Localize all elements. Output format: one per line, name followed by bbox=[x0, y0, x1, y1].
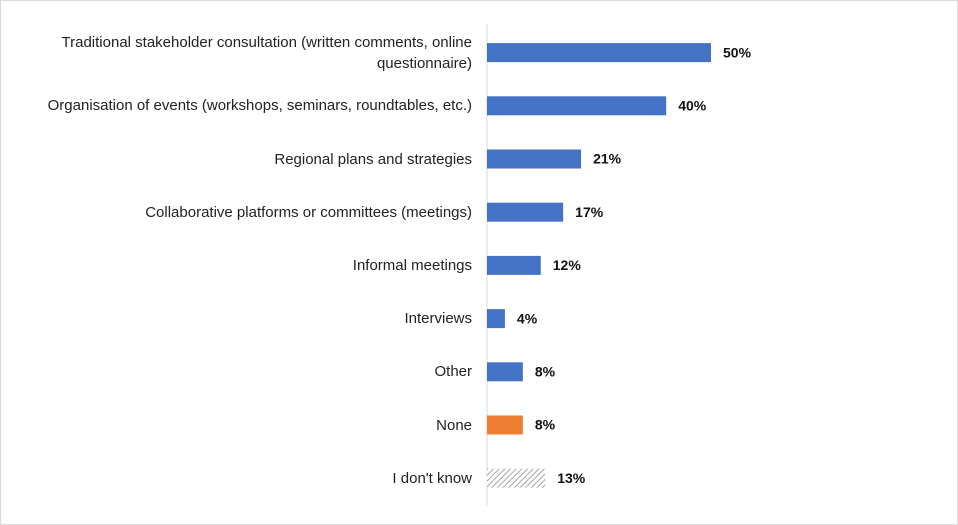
category-label: Other bbox=[434, 363, 472, 381]
bar bbox=[487, 415, 523, 435]
value-label: 17% bbox=[575, 204, 604, 220]
bar bbox=[487, 96, 667, 116]
category-label: Collaborative platforms or committees (m… bbox=[145, 203, 472, 221]
value-label: 50% bbox=[723, 44, 752, 60]
value-label: 40% bbox=[678, 98, 707, 114]
category-label: Traditional stakeholder consultation (wr… bbox=[61, 33, 472, 72]
value-label: 21% bbox=[593, 151, 622, 167]
value-label: 8% bbox=[535, 364, 556, 380]
value-label: 12% bbox=[553, 257, 582, 273]
category-label: Regional plans and strategies bbox=[274, 150, 472, 168]
bar bbox=[487, 255, 541, 275]
bar bbox=[487, 43, 711, 63]
value-label: 8% bbox=[535, 417, 556, 433]
bar bbox=[487, 468, 546, 488]
bar bbox=[487, 309, 505, 329]
category-label: Organisation of events (workshops, semin… bbox=[47, 97, 472, 115]
bar bbox=[487, 202, 564, 222]
value-label: 13% bbox=[557, 470, 586, 486]
category-label: I don't know bbox=[392, 469, 472, 487]
category-label: Informal meetings bbox=[352, 256, 472, 274]
bar bbox=[487, 362, 523, 382]
category-label: None bbox=[436, 416, 472, 434]
value-label: 4% bbox=[517, 310, 538, 326]
bar bbox=[487, 149, 582, 169]
category-label: Interviews bbox=[404, 310, 472, 328]
